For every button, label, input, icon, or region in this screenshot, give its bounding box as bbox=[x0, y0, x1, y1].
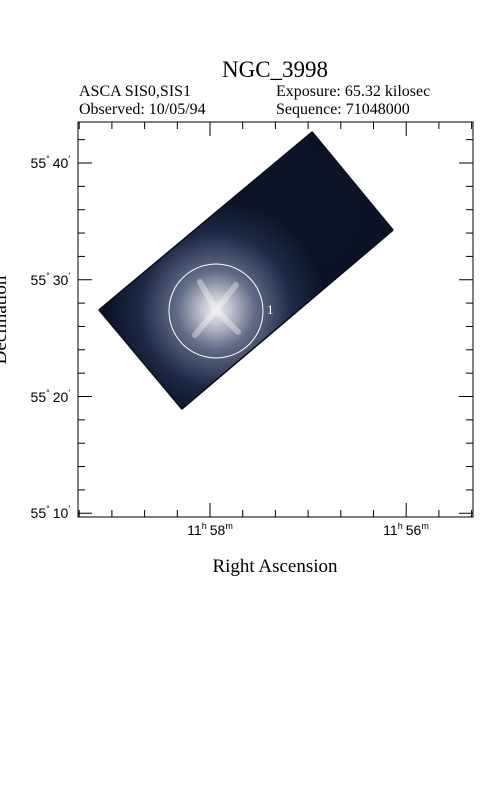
y-tick-label: 55° 30′ bbox=[31, 271, 71, 288]
ticks: 55° 40′55° 30′55° 20′55° 10′11h 58m 11h 56m bbox=[31, 122, 473, 538]
sequence: Sequence: 71048000 bbox=[276, 101, 410, 118]
min-sym: ′ bbox=[68, 504, 70, 514]
instrument: ASCA SIS0,SIS1 bbox=[79, 83, 191, 100]
min-sym: ′ bbox=[68, 271, 70, 281]
x-axis-label: Right Ascension bbox=[212, 556, 338, 577]
min: 20 bbox=[53, 389, 69, 405]
deg-sym: ° bbox=[46, 154, 50, 164]
x-tick-label: 11h 58m bbox=[187, 521, 233, 538]
deg: 55 bbox=[31, 505, 47, 521]
y-tick-label: 55° 10′ bbox=[31, 504, 71, 521]
source-label: 1 bbox=[267, 302, 274, 317]
h-sym: h bbox=[202, 521, 207, 531]
image bbox=[98, 131, 394, 410]
deg-sym: ° bbox=[46, 271, 50, 281]
deg-sym: ° bbox=[46, 504, 50, 514]
hours: 11 bbox=[187, 522, 202, 538]
min-sym: ′ bbox=[68, 154, 70, 164]
min: 58 bbox=[210, 522, 226, 538]
y-tick-label: 55° 20′ bbox=[31, 388, 71, 405]
exposure: Exposure: 65.32 kilosec bbox=[276, 83, 430, 100]
deg: 55 bbox=[31, 389, 47, 405]
title: NGC_3998 bbox=[222, 57, 328, 82]
x-tick-label: 11h 56m bbox=[383, 521, 429, 538]
deg-sym: ° bbox=[46, 388, 50, 398]
m-sym: m bbox=[225, 521, 233, 531]
y-tick-label: 55° 40′ bbox=[31, 154, 71, 171]
h-sym: h bbox=[398, 521, 403, 531]
y-axis-label: Declination bbox=[0, 275, 11, 364]
min-sym: ′ bbox=[68, 388, 70, 398]
source-region bbox=[168, 263, 264, 359]
min: 30 bbox=[53, 272, 69, 288]
deg: 55 bbox=[31, 272, 47, 288]
m-sym: m bbox=[421, 521, 429, 531]
observed: Observed: 10/05/94 bbox=[79, 101, 206, 118]
hours: 11 bbox=[383, 522, 398, 538]
min: 10 bbox=[53, 505, 69, 521]
min: 40 bbox=[53, 155, 69, 171]
deg: 55 bbox=[31, 155, 47, 171]
min: 56 bbox=[406, 522, 422, 538]
